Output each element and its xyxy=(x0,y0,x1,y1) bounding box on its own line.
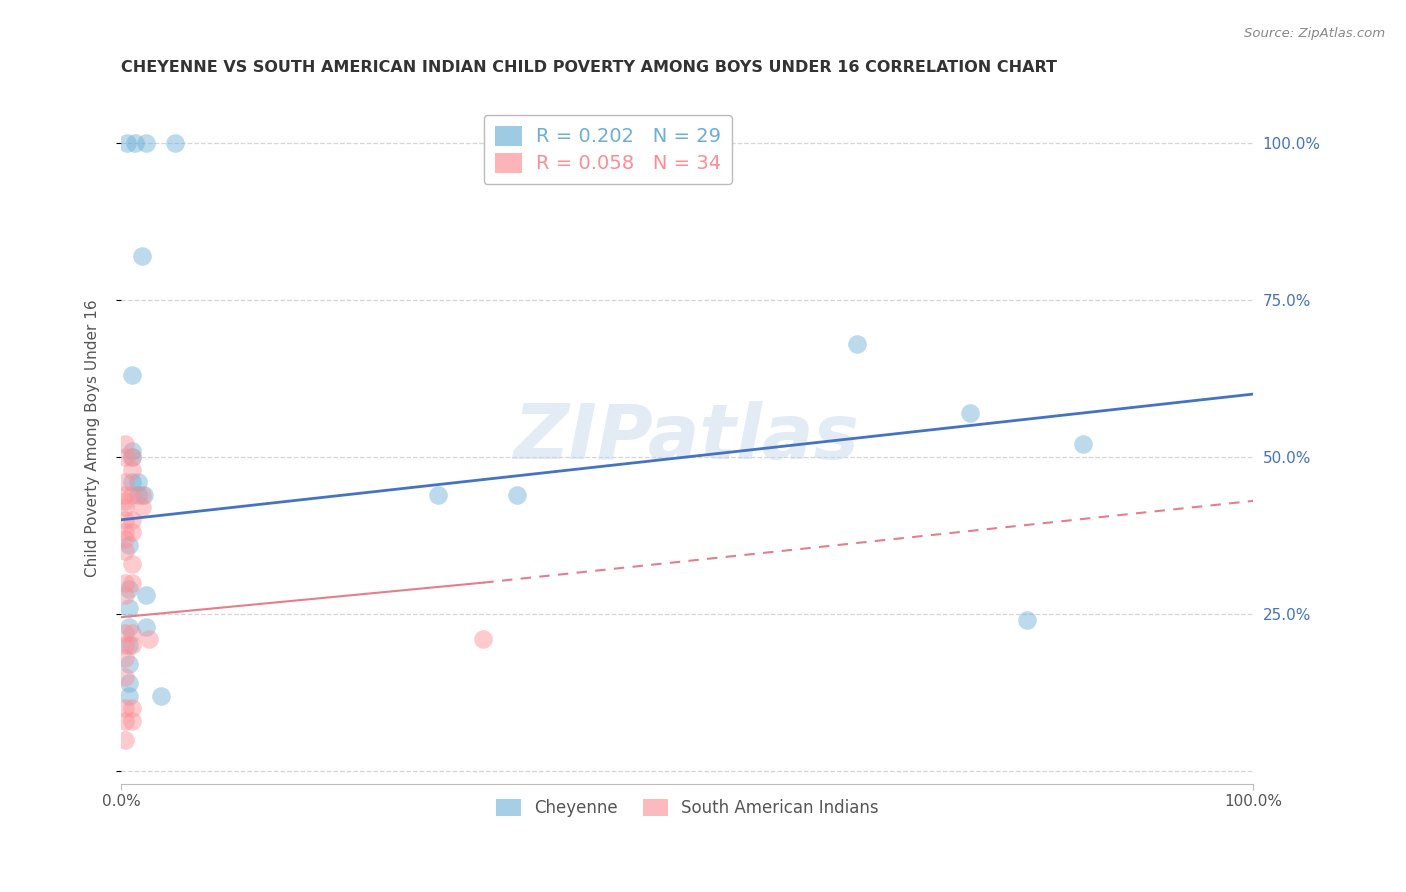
Point xyxy=(118,619,141,633)
Point xyxy=(121,475,143,489)
Point xyxy=(121,368,143,383)
Point xyxy=(114,513,136,527)
Point xyxy=(115,136,138,150)
Point xyxy=(114,670,136,684)
Point xyxy=(132,488,155,502)
Point xyxy=(135,619,157,633)
Point xyxy=(121,557,143,571)
Point xyxy=(118,600,141,615)
Point xyxy=(114,639,136,653)
Point xyxy=(506,488,529,502)
Point xyxy=(121,575,143,590)
Point xyxy=(114,626,136,640)
Point xyxy=(114,732,136,747)
Legend: Cheyenne, South American Indians: Cheyenne, South American Indians xyxy=(489,792,886,824)
Point xyxy=(114,588,136,602)
Point xyxy=(121,513,143,527)
Point xyxy=(114,532,136,546)
Point xyxy=(121,626,143,640)
Point xyxy=(118,676,141,690)
Point xyxy=(114,575,136,590)
Point xyxy=(114,544,136,558)
Point xyxy=(114,437,136,451)
Point xyxy=(114,488,136,502)
Point xyxy=(1071,437,1094,451)
Point xyxy=(121,714,143,728)
Point xyxy=(118,689,141,703)
Point xyxy=(114,701,136,715)
Point xyxy=(135,588,157,602)
Point xyxy=(114,494,136,508)
Point xyxy=(127,475,149,489)
Point xyxy=(121,701,143,715)
Text: ZIPatlas: ZIPatlas xyxy=(515,401,860,475)
Point xyxy=(127,488,149,502)
Point xyxy=(114,450,136,464)
Point xyxy=(121,525,143,540)
Point xyxy=(121,462,143,476)
Point xyxy=(845,336,868,351)
Point xyxy=(131,249,153,263)
Point xyxy=(121,443,143,458)
Text: CHEYENNE VS SOUTH AMERICAN INDIAN CHILD POVERTY AMONG BOYS UNDER 16 CORRELATION : CHEYENNE VS SOUTH AMERICAN INDIAN CHILD … xyxy=(121,60,1057,75)
Point xyxy=(138,632,160,647)
Point xyxy=(131,488,153,502)
Point xyxy=(118,538,141,552)
Point xyxy=(114,500,136,515)
Point xyxy=(114,714,136,728)
Point xyxy=(165,136,187,150)
Point xyxy=(121,450,143,464)
Point xyxy=(472,632,495,647)
Point xyxy=(149,689,172,703)
Point xyxy=(124,136,146,150)
Point xyxy=(959,406,981,420)
Point xyxy=(121,639,143,653)
Point xyxy=(131,500,153,515)
Point xyxy=(427,488,450,502)
Text: Source: ZipAtlas.com: Source: ZipAtlas.com xyxy=(1244,27,1385,40)
Point xyxy=(1015,613,1038,627)
Point xyxy=(118,582,141,596)
Y-axis label: Child Poverty Among Boys Under 16: Child Poverty Among Boys Under 16 xyxy=(86,300,100,577)
Point xyxy=(114,475,136,489)
Point xyxy=(121,488,143,502)
Point xyxy=(114,525,136,540)
Point xyxy=(118,639,141,653)
Point xyxy=(121,450,143,464)
Point xyxy=(135,136,157,150)
Point xyxy=(114,651,136,665)
Point xyxy=(118,657,141,672)
